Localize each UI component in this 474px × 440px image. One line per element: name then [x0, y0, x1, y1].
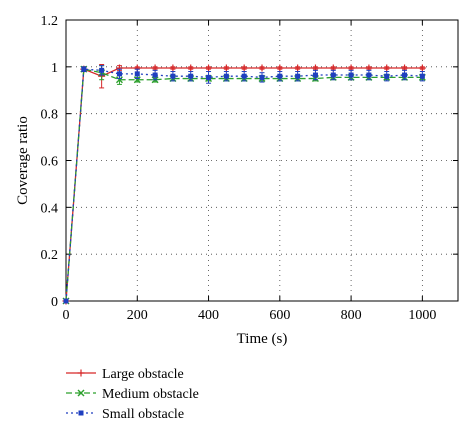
data-point — [330, 72, 336, 78]
data-point — [170, 73, 176, 79]
legend-marker — [77, 369, 85, 377]
legend: Large obstacle Medium obstacle Small obsta… — [66, 367, 199, 422]
legend-item: Small obstacle — [66, 407, 184, 422]
data-point — [134, 71, 140, 77]
series-line — [65, 68, 423, 302]
legend-label: Medium obstacle — [102, 387, 199, 402]
series-line — [65, 68, 423, 302]
data-point — [259, 74, 265, 80]
data-point — [366, 72, 372, 78]
data-point — [312, 72, 318, 78]
x-tick-label: 0 — [63, 308, 70, 323]
legend-label: Small obstacle — [102, 407, 184, 422]
data-point — [169, 64, 177, 72]
data-point — [294, 64, 302, 72]
series-small-obstacle — [63, 65, 425, 304]
data-point — [276, 64, 284, 72]
y-axis-label: Coverage ratio — [15, 116, 31, 205]
y-tick-label: 0.2 — [41, 248, 59, 263]
data-point — [258, 64, 266, 72]
data-point — [384, 73, 390, 79]
x-tick-label: 1000 — [408, 308, 436, 323]
axis-ticks: 0 200 400 600 800 1000 0 0.2 0.4 0.6 0.8 1 1.2 — [41, 14, 458, 323]
data-point — [222, 64, 230, 72]
data-point — [116, 71, 122, 77]
x-tick-label: 200 — [127, 308, 148, 323]
y-tick-label: 0.4 — [41, 201, 59, 216]
y-tick-label: 0.8 — [41, 108, 59, 123]
grid — [66, 20, 458, 301]
data-point — [277, 73, 283, 79]
legend-marker — [78, 410, 84, 416]
series-medium-obstacle — [62, 65, 426, 305]
data-point — [63, 298, 69, 304]
legend-marker — [77, 389, 85, 397]
y-tick-label: 1 — [51, 61, 58, 76]
data-point — [383, 64, 391, 72]
x-tick-label: 600 — [269, 308, 290, 323]
data-point — [206, 74, 212, 80]
data-point — [223, 73, 229, 79]
data-point — [402, 72, 408, 78]
series-layer — [62, 63, 426, 305]
data-point — [419, 73, 425, 79]
data-point — [205, 64, 213, 72]
y-tick-label: 0 — [51, 295, 58, 310]
data-point — [152, 72, 158, 78]
data-point — [115, 76, 123, 84]
x-tick-label: 400 — [198, 308, 219, 323]
data-point — [133, 76, 141, 84]
data-point — [418, 64, 426, 72]
y-tick-label: 0.6 — [41, 155, 59, 170]
data-point — [295, 73, 301, 79]
series-line — [65, 67, 423, 302]
legend-item: Large obstacle — [66, 367, 184, 382]
data-point — [99, 67, 105, 73]
series-large-obstacle — [62, 63, 426, 305]
data-point — [241, 73, 247, 79]
x-axis-label: Time (s) — [237, 331, 288, 347]
data-point — [188, 73, 194, 79]
legend-item: Medium obstacle — [66, 387, 199, 402]
data-point — [348, 72, 354, 78]
y-tick-label: 1.2 — [41, 14, 59, 29]
x-tick-label: 800 — [341, 308, 362, 323]
data-point — [81, 66, 87, 72]
legend-label: Large obstacle — [102, 367, 184, 382]
data-point — [187, 64, 195, 72]
data-point — [240, 64, 248, 72]
